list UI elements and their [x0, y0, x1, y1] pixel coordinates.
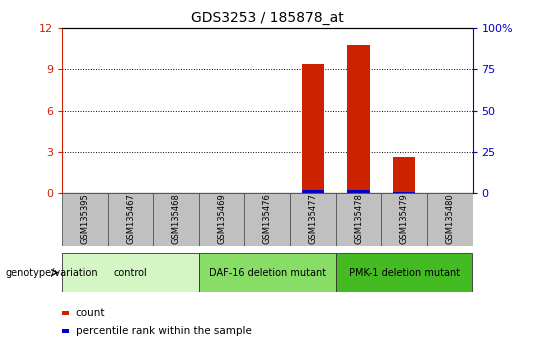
Text: count: count [76, 308, 105, 318]
Bar [393, 157, 415, 193]
Text: GSM135469: GSM135469 [217, 193, 226, 244]
Bar [199, 193, 245, 246]
Bar [245, 193, 290, 246]
Bar [290, 193, 336, 246]
Text: PMK-1 deletion mutant: PMK-1 deletion mutant [348, 268, 460, 278]
Text: GSM135480: GSM135480 [445, 193, 454, 244]
Bar [199, 253, 336, 292]
Bar [62, 253, 199, 292]
Text: control: control [113, 268, 147, 278]
Bar [336, 193, 381, 246]
Text: DAF-16 deletion mutant: DAF-16 deletion mutant [209, 268, 326, 278]
Bar [347, 45, 370, 193]
Bar [107, 193, 153, 246]
Text: GSM135477: GSM135477 [308, 193, 318, 244]
Text: GSM135476: GSM135476 [263, 193, 272, 244]
Text: percentile rank within the sample: percentile rank within the sample [76, 326, 252, 336]
Text: GSM135478: GSM135478 [354, 193, 363, 244]
Bar [347, 190, 370, 193]
Bar [62, 311, 69, 315]
Bar [301, 64, 325, 193]
Bar [336, 253, 472, 292]
Bar [62, 329, 69, 333]
Bar [62, 193, 107, 246]
Bar [393, 192, 415, 193]
Text: GSM135479: GSM135479 [400, 193, 409, 244]
Title: GDS3253 / 185878_at: GDS3253 / 185878_at [191, 11, 343, 24]
Bar [427, 193, 472, 246]
Text: GSM135395: GSM135395 [80, 193, 90, 244]
Text: genotype/variation: genotype/variation [5, 268, 98, 278]
Text: GSM135467: GSM135467 [126, 193, 135, 244]
Text: GSM135468: GSM135468 [172, 193, 180, 244]
Bar [301, 190, 325, 193]
Bar [153, 193, 199, 246]
Bar [381, 193, 427, 246]
